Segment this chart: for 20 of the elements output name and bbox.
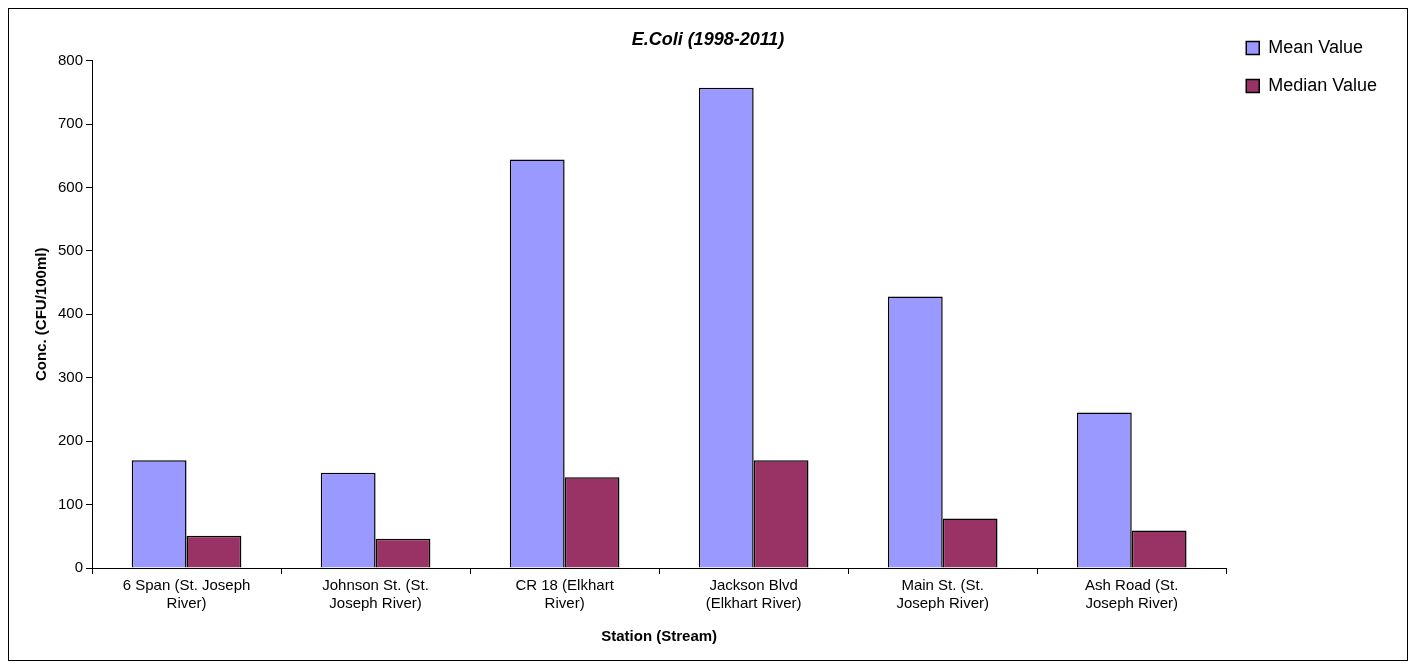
- y-tick-label: 300: [58, 367, 84, 385]
- x-tick-label: Johnson St. (St. Joseph River): [322, 576, 429, 612]
- y-tick-label: 500: [58, 241, 84, 259]
- chart-title: E.Coli (1998-2011): [631, 28, 785, 49]
- y-tick-label: 200: [58, 431, 84, 449]
- x-tick-label: Jackson Blvd (Elkhart River): [705, 576, 802, 612]
- x-tick-label: CR 18 (Elkhart River): [515, 576, 615, 612]
- y-tick-label: 400: [58, 304, 84, 322]
- y-tick-label: 0: [74, 558, 84, 576]
- y-tick-label: 100: [58, 494, 84, 512]
- x-tick-label: Ash Road (St. Joseph River): [1085, 576, 1179, 612]
- y-tick-label: 700: [58, 114, 84, 132]
- x-axis-title: Station (Stream): [601, 627, 718, 645]
- y-axis-title: Conc. (CFU/100ml): [32, 247, 50, 381]
- y-tick-label: 800: [58, 50, 84, 68]
- x-tick-label: 6 Span (St. Joseph River): [122, 576, 251, 612]
- legend-label: Median Value: [1268, 74, 1378, 95]
- legend-label: Mean Value: [1268, 36, 1363, 57]
- x-tick-label: Main St. (St. Joseph River): [896, 576, 989, 612]
- y-tick-label: 600: [58, 177, 84, 195]
